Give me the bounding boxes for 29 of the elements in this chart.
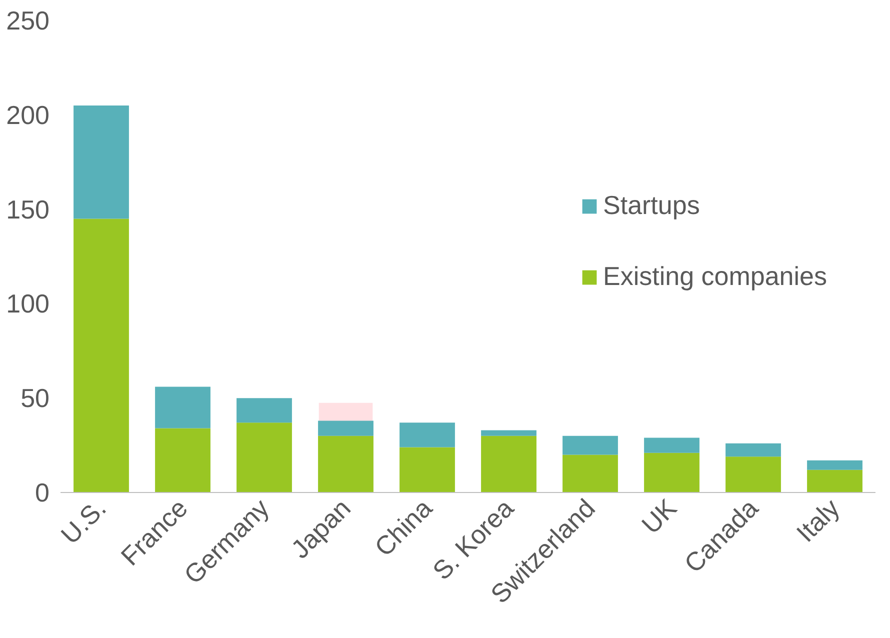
bar xyxy=(74,105,129,219)
y-tick-label: 100 xyxy=(6,288,50,319)
x-tick-label: U.S. xyxy=(54,492,112,550)
bar xyxy=(74,218,129,492)
bar xyxy=(644,452,700,492)
legend-label: Existing companies xyxy=(603,261,827,292)
bar xyxy=(481,436,536,492)
bar xyxy=(236,422,292,492)
bar xyxy=(807,470,862,492)
bar xyxy=(562,436,618,455)
bar xyxy=(481,430,536,436)
y-tick-label: 250 xyxy=(6,6,50,36)
bar xyxy=(155,386,210,428)
bar xyxy=(155,428,210,492)
y-tick-label: 150 xyxy=(6,194,50,224)
y-tick-label: 0 xyxy=(35,478,50,508)
x-tick-label: Italy xyxy=(790,492,846,548)
bar xyxy=(562,454,618,492)
y-tick-label: 200 xyxy=(6,100,50,130)
legend-label: Startups xyxy=(603,190,700,221)
bar xyxy=(644,438,700,453)
bar xyxy=(726,443,781,457)
bar xyxy=(807,460,862,470)
x-tick-label: UK xyxy=(636,492,683,540)
bar xyxy=(236,398,292,423)
bar xyxy=(400,447,455,492)
bar xyxy=(400,422,455,448)
bar xyxy=(726,456,781,492)
y-tick-label: 50 xyxy=(20,383,50,414)
